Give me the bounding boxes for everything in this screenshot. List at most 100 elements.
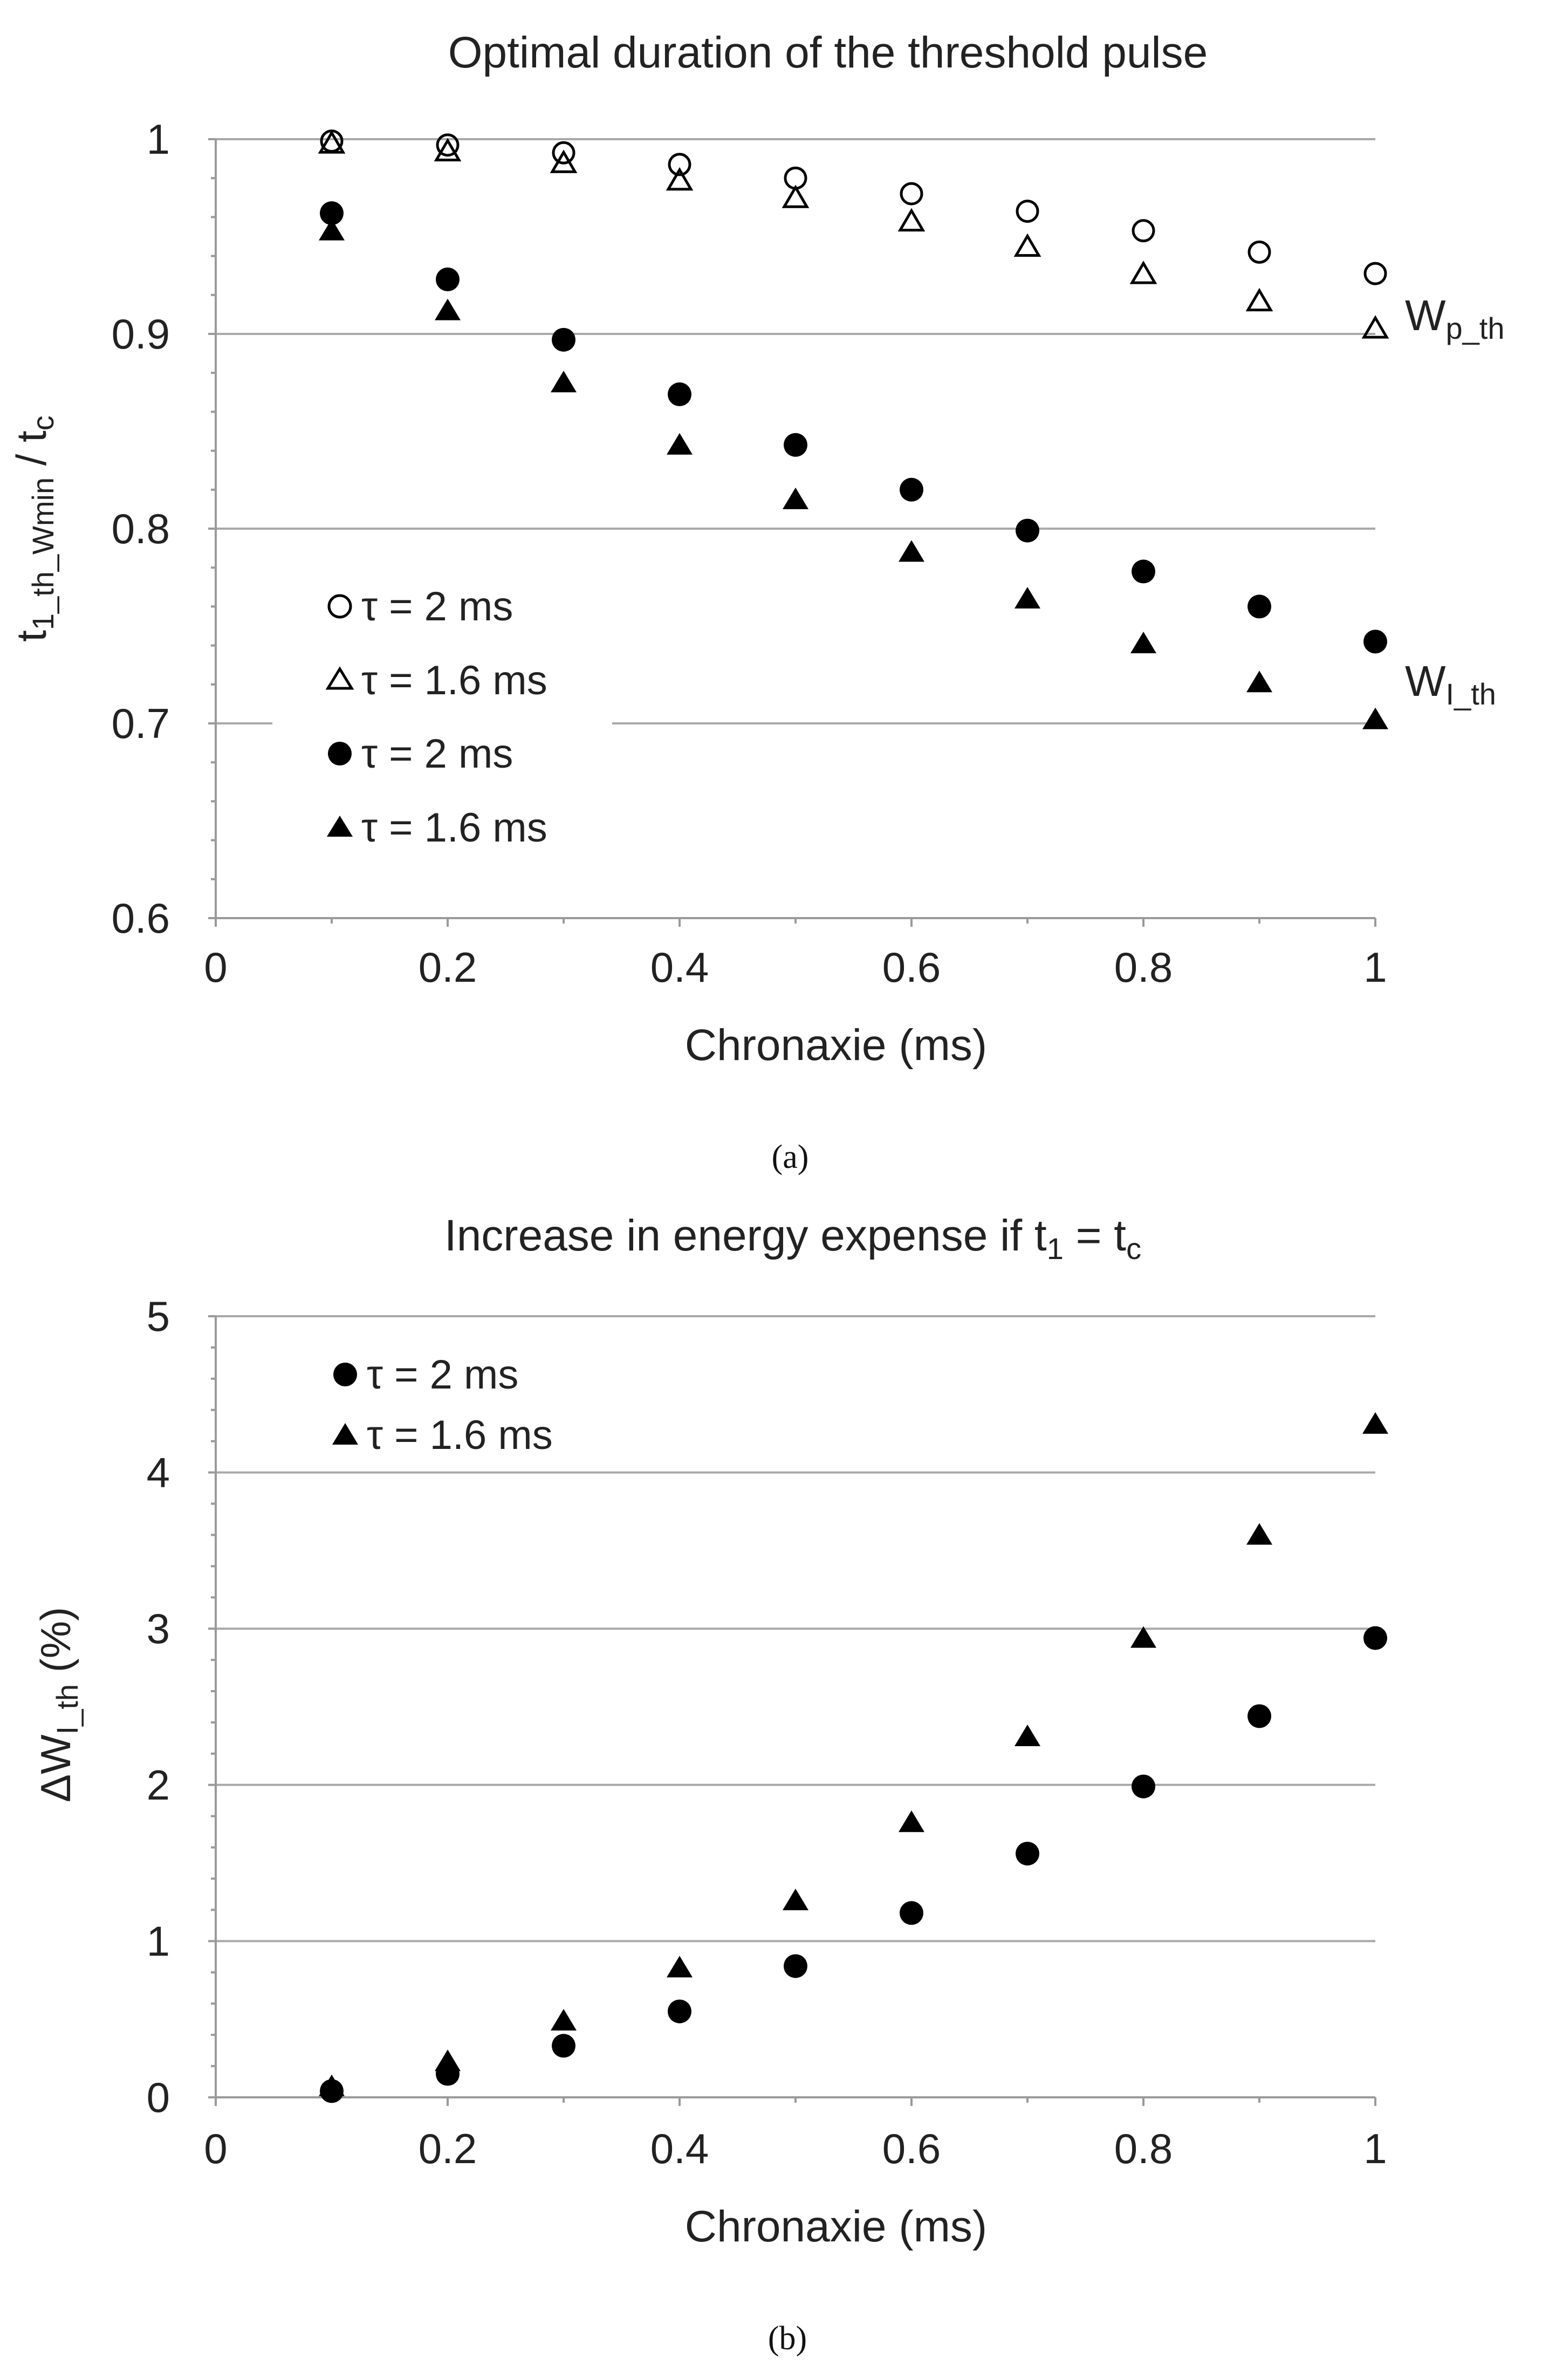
y-tick-label: 0.9 [112,310,170,358]
data-point-s1-0 [319,2074,345,2096]
data-point-s2-3 [668,382,691,406]
data-point-s1-7 [1130,1626,1156,1648]
x-tick-label: 0 [204,2125,227,2172]
chart-b-gridlines [216,1315,1375,1943]
data-point-s0-2 [552,141,575,165]
y-tick-label: 1 [147,1917,170,1965]
x-tick-label: 0.4 [650,2125,709,2172]
chart-b-ticks: 0 1 2 3 4 5 0 0.2 0.4 0.6 0.8 1 [147,1292,1387,2172]
data-point-s1-6 [1015,1725,1040,1747]
data-point-s0-7 [1132,1774,1155,1798]
data-point-s2-8 [1248,594,1271,619]
y-tick-label: 4 [147,1449,170,1496]
data-point-s0-8 [1248,240,1271,264]
data-point-s3-4 [783,487,808,509]
y-tick-label: 5 [147,1292,170,1340]
chart-b-y-axis-label: ΔWI_th (%) [32,1607,84,1802]
data-point-s0-7 [1132,219,1155,243]
chart-a-points [318,129,1389,729]
chart-a-legend-item-1: τ = 2 ms [361,584,513,630]
x-tick-label: 0.8 [1114,943,1173,991]
data-point-s3-7 [1130,631,1156,653]
series-label-wi-th: WI_th [1405,657,1496,711]
data-point-s1-3 [666,167,694,191]
chart-b-title: Increase in energy expense if t1 = tc [444,1211,1141,1266]
chart-b: Increase in energy expense if t1 = tc 0 1… [32,1211,1388,2357]
data-point-s2-2 [552,327,575,352]
data-point-s2-9 [1363,630,1387,654]
data-point-s2-7 [1132,559,1155,584]
chart-b-legend-item-2: τ = 1.6 ms [367,1412,553,1458]
x-tick-label: 0.6 [882,943,941,991]
y-tick-label: 0.6 [112,894,170,942]
data-point-s1-9 [1362,1412,1388,1434]
data-point-s1-8 [1246,1523,1272,1545]
chart-a-gridlines [216,138,1375,724]
x-tick-label: 0.2 [419,943,477,991]
y-tick-label: 2 [147,1761,170,1809]
legend-marker-circle-filled [333,1363,357,1386]
data-point-s3-8 [1246,671,1272,693]
data-point-s0-1 [436,133,460,157]
data-point-s1-8 [1245,288,1273,312]
data-point-s1-4 [782,184,810,208]
data-point-s0-3 [668,1999,691,2023]
data-point-s2-1 [436,267,460,291]
legend-marker-circle-open [327,594,352,619]
chart-a-legend-item-2: τ = 1.6 ms [361,658,547,703]
series-label-wp-th: Wp_th [1405,291,1505,345]
chart-b-legend-item-1: τ = 2 ms [367,1352,518,1398]
data-point-s0-5 [900,182,923,206]
data-point-s1-1 [434,138,462,162]
data-point-s3-3 [667,433,693,455]
data-point-s0-8 [1248,1704,1271,1728]
legend-marker-triangle-filled [332,1423,358,1445]
data-point-s0-4 [784,1954,807,1978]
chart-a-title: Optimal duration of the threshold pulse [448,28,1208,77]
legend-marker-circle-filled [328,742,352,765]
x-tick-label: 0.8 [1114,2125,1173,2172]
chart-a-legend-item-4: τ = 1.6 ms [361,805,547,851]
data-point-s3-5 [899,540,924,562]
x-tick-label: 1 [1363,2125,1387,2172]
data-point-s1-4 [783,1889,808,1911]
data-point-s1-2 [550,149,578,173]
y-tick-label: 0.7 [112,700,170,747]
x-tick-label: 0 [204,943,227,991]
data-point-s1-9 [1361,315,1389,339]
x-tick-label: 1 [1363,943,1387,991]
data-point-s0-6 [1016,1842,1039,1866]
data-point-s0-5 [900,1901,923,1925]
data-point-s1-3 [667,1955,693,1978]
data-point-s1-7 [1129,261,1157,284]
data-point-s3-6 [1015,586,1040,608]
y-tick-label: 1 [147,115,170,163]
y-tick-label: 0.8 [112,505,170,552]
data-point-s2-5 [900,477,923,502]
chart-a-y-axis-label: t1_th_Wmin / tc [8,415,60,642]
chart-a-ticks: 0.6 0.7 0.8 0.9 1 0 0.2 0.4 0.6 0.8 1 [112,115,1387,991]
chart-b-legend: τ = 2 ms τ = 1.6 ms [332,1352,553,1458]
chart-a: Optimal duration of the threshold pulse … [8,28,1505,1175]
data-point-s0-9 [1363,262,1387,285]
chart-b-x-axis-label: Chronaxie (ms) [685,2202,987,2251]
y-tick-label: 3 [147,1605,170,1652]
data-point-s3-0 [319,218,345,241]
panel-label-b: (b) [768,2320,807,2357]
data-point-s1-6 [1013,233,1041,257]
x-tick-label: 0.2 [419,2125,477,2172]
chart-a-legend: τ = 2 ms τ = 1.6 ms τ = 2 ms τ = 1.6 ms [325,584,547,851]
data-point-s3-1 [435,298,461,320]
data-point-s1-5 [899,1810,924,1832]
chart-a-x-axis-label: Chronaxie (ms) [685,1021,987,1070]
data-point-s2-6 [1016,518,1039,543]
chart-b-points [319,1412,1388,2103]
data-point-s1-0 [318,130,346,154]
data-point-s1-2 [551,2009,577,2031]
data-point-s3-2 [551,371,577,393]
legend-marker-triangle-filled [327,816,353,837]
data-point-s2-0 [320,201,344,225]
data-point-s2-4 [784,433,807,457]
data-point-s0-3 [668,153,691,176]
